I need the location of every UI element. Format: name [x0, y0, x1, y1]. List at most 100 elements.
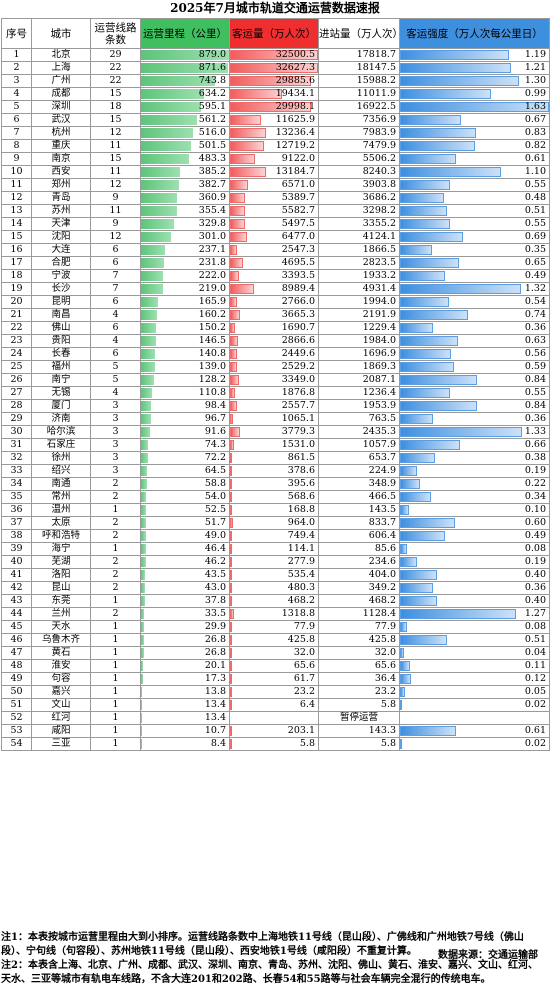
intensity-bar: [400, 609, 517, 619]
intensity-bar: [400, 206, 447, 216]
intensity-bar: [400, 271, 445, 281]
rank-cell: 30: [1, 425, 32, 439]
intensity-cell: 0.36: [399, 412, 550, 426]
intensity-cell: 0.55: [399, 386, 550, 400]
ridership-bar: [230, 50, 318, 60]
ridership-cell: 6477.0: [229, 230, 319, 244]
lines-cell: 2: [90, 555, 141, 569]
mileage-bar: [141, 50, 229, 60]
table-row: 5 深圳 18 595.1 29998.1 16922.5 1.63: [1, 100, 550, 114]
ridership-bar: [230, 141, 265, 151]
table-row: 14 天津 9 329.8 5497.5 3355.2 0.55: [1, 217, 550, 231]
intensity-cell: 0.49: [399, 269, 550, 283]
ridership-bar: [230, 349, 237, 359]
city-cell: 宁波: [31, 269, 91, 283]
table-row: 2 上海 22 871.6 32627.3 18147.5 1.21: [1, 61, 550, 75]
intensity-value: 0.02: [524, 738, 546, 750]
ridership-cell: 277.9: [229, 555, 319, 569]
table-row: 38 呼和浩特 2 49.0 749.4 606.4 0.49: [1, 529, 550, 543]
intensity-bar: [400, 427, 522, 437]
mileage-value: 33.5: [204, 608, 226, 620]
ridership-cell: 2766.0: [229, 295, 319, 309]
entries-value: 85.6: [374, 543, 396, 555]
entries-value: 1866.5: [362, 244, 396, 256]
lines-cell: 29: [90, 48, 141, 62]
entries-cell: 17818.7: [318, 48, 400, 62]
rank-cell: 43: [1, 594, 32, 608]
city-cell: 广州: [31, 74, 91, 88]
entries-cell: 77.9: [318, 620, 400, 634]
lines-cell: 3: [90, 451, 141, 465]
intensity-value: 0.63: [524, 335, 546, 347]
ridership-bar: [230, 661, 232, 671]
mileage-value: 160.2: [198, 309, 226, 321]
lines-cell: 6: [90, 256, 141, 270]
mileage-value: 91.6: [204, 426, 226, 438]
lines-cell: 2: [90, 581, 141, 595]
intensity-bar: [400, 466, 418, 476]
intensity-cell: 0.63: [399, 334, 550, 348]
mileage-cell: 743.8: [140, 74, 230, 88]
mileage-bar: [141, 206, 177, 216]
mileage-cell: 871.6: [140, 61, 230, 75]
entries-value: 7983.9: [362, 127, 396, 139]
ridership-bar: [230, 388, 236, 398]
mileage-bar: [141, 518, 147, 528]
ridership-cell: 964.0: [229, 516, 319, 530]
intensity-cell: 0.35: [399, 243, 550, 257]
entries-value: 1994.0: [362, 296, 396, 308]
rank-cell: 29: [1, 412, 32, 426]
mileage-cell: 165.9: [140, 295, 230, 309]
ridership-value: 4695.5: [281, 257, 315, 269]
intensity-value: 1.10: [524, 166, 546, 178]
mileage-bar: [141, 154, 190, 164]
intensity-cell: 1.21: [399, 61, 550, 75]
entries-value: 2435.3: [362, 426, 396, 438]
mileage-bar: [141, 414, 151, 424]
city-cell: 天水: [31, 620, 91, 634]
ridership-bar: [230, 414, 233, 424]
table-row: 42 昆山 2 43.0 480.3 349.2 0.36: [1, 581, 550, 595]
intensity-value: 0.02: [524, 699, 546, 711]
entries-value: 1869.3: [362, 361, 396, 373]
city-cell: 句容: [31, 672, 91, 686]
mileage-value: 382.7: [198, 179, 226, 191]
intensity-cell: 0.36: [399, 321, 550, 335]
entries-value: 653.7: [368, 452, 396, 464]
header-rank: 序号: [1, 18, 32, 49]
rank-cell: 49: [1, 672, 32, 686]
intensity-value: 0.83: [524, 127, 546, 139]
entries-cell: 3686.2: [318, 191, 400, 205]
lines-cell: 1: [90, 633, 141, 647]
city-cell: 兰州: [31, 607, 91, 621]
intensity-bar: [400, 219, 451, 229]
lines-cell: 2: [90, 477, 141, 491]
table-row: 27 无锡 4 110.8 1876.8 1236.4 0.55: [1, 386, 550, 400]
entries-cell: 1696.9: [318, 347, 400, 361]
ridership-bar: [230, 89, 283, 99]
rank-cell: 50: [1, 685, 32, 699]
intensity-cell: 1.30: [399, 74, 550, 88]
ridership-cell: 2449.6: [229, 347, 319, 361]
ridership-value: 2557.7: [281, 400, 315, 412]
entries-cell: 348.9: [318, 477, 400, 491]
rank-cell: 25: [1, 360, 32, 374]
rank-cell: 32: [1, 451, 32, 465]
intensity-cell: 0.12: [399, 672, 550, 686]
city-cell: 杭州: [31, 126, 91, 140]
rank-cell: 51: [1, 698, 32, 712]
entries-value: 1953.9: [362, 400, 396, 412]
ridership-cell: 8989.4: [229, 282, 319, 296]
ridership-value: 19434.1: [275, 88, 315, 100]
mileage-value: 146.5: [198, 335, 226, 347]
mileage-value: 110.8: [198, 387, 226, 399]
city-cell: 东莞: [31, 594, 91, 608]
entries-cell: 1229.4: [318, 321, 400, 335]
intensity-value: 0.59: [524, 361, 546, 373]
mileage-value: 49.0: [204, 530, 226, 542]
rank-cell: 1: [1, 48, 32, 62]
city-cell: 温州: [31, 503, 91, 517]
header-mileage: 运营里程（公里）: [140, 18, 230, 49]
intensity-value: 0.51: [524, 634, 546, 646]
entries-value: 143.3: [368, 725, 396, 737]
